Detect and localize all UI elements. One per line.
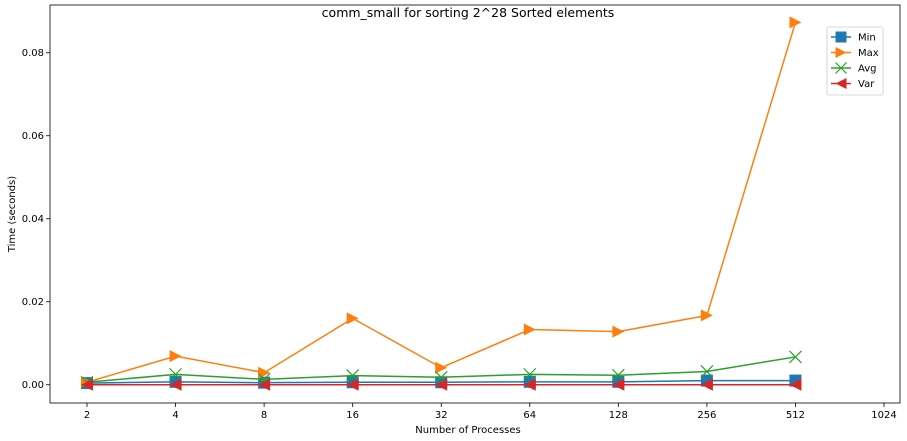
legend-frame xyxy=(826,26,884,96)
x-marker-stroke xyxy=(434,370,448,384)
legend-marker-max xyxy=(835,47,847,58)
data-point-avg xyxy=(700,365,714,378)
x-tick-label: 16 xyxy=(346,410,359,421)
data-point-max xyxy=(612,325,625,338)
legend-label-min: Min xyxy=(858,33,876,44)
y-tick-label: 0.02 xyxy=(22,297,44,308)
data-point-avg xyxy=(611,368,625,382)
x-marker-stroke xyxy=(346,369,360,383)
data-point-var xyxy=(700,378,713,391)
legend-marker-min xyxy=(835,31,847,43)
data-point-avg xyxy=(169,367,182,381)
y-tick-label: 0.06 xyxy=(22,131,44,142)
data-point-var xyxy=(169,378,182,391)
legend-label-max: Max xyxy=(858,48,879,59)
y-tick-label: 0.08 xyxy=(22,48,44,59)
series-line-max xyxy=(86,22,797,383)
data-point-var xyxy=(523,378,536,391)
legend: Min Max Avg Var xyxy=(826,26,884,96)
data-point-var xyxy=(258,378,271,391)
data-point-avg xyxy=(346,369,360,383)
plot-frame xyxy=(49,4,901,404)
x-tick-label: 64 xyxy=(523,410,536,421)
x-tick-label: 256 xyxy=(697,410,716,421)
x-tick-label: 512 xyxy=(786,410,805,421)
x-marker-stroke xyxy=(611,368,625,382)
data-point-max xyxy=(789,16,802,29)
data-point-max xyxy=(346,312,359,325)
legend-marker-var xyxy=(835,78,847,89)
data-point-var xyxy=(346,378,359,391)
x-marker-stroke xyxy=(700,365,714,378)
x-marker-stroke xyxy=(835,62,847,74)
x-marker-stroke xyxy=(169,367,182,381)
data-point-max xyxy=(700,309,713,322)
y-axis-label: Time (seconds) xyxy=(7,176,18,253)
legend-label-avg: Avg xyxy=(858,64,877,75)
chart-title: comm_small for sorting 2^28 Sorted eleme… xyxy=(322,5,615,20)
x-tick-label: 4 xyxy=(172,410,178,421)
x-tick-label: 32 xyxy=(435,410,448,421)
data-point-avg xyxy=(789,350,802,364)
y-tick-label: 0.00 xyxy=(22,380,44,391)
x-tick-label: 128 xyxy=(609,410,628,421)
data-point-var xyxy=(789,378,802,391)
plot-area xyxy=(80,16,802,391)
legend-label-var: Var xyxy=(858,79,875,90)
x-tick-label: 1024 xyxy=(871,410,896,421)
x-axis-label: Number of Processes xyxy=(415,425,520,436)
data-point-max xyxy=(435,361,448,374)
x-tick-label: 8 xyxy=(261,410,267,421)
data-point-var xyxy=(435,378,448,391)
legend-marker-avg xyxy=(835,62,847,74)
data-point-avg xyxy=(523,367,537,381)
data-point-var xyxy=(612,378,625,391)
y-tick-label: 0.04 xyxy=(22,214,44,225)
x-tick-label: 2 xyxy=(84,410,90,421)
x-marker-stroke xyxy=(789,350,802,364)
data-point-var xyxy=(81,378,93,391)
x-marker-stroke xyxy=(523,367,537,381)
data-point-max xyxy=(169,350,182,363)
data-point-max xyxy=(523,323,536,336)
x-marker-stroke xyxy=(257,372,271,386)
